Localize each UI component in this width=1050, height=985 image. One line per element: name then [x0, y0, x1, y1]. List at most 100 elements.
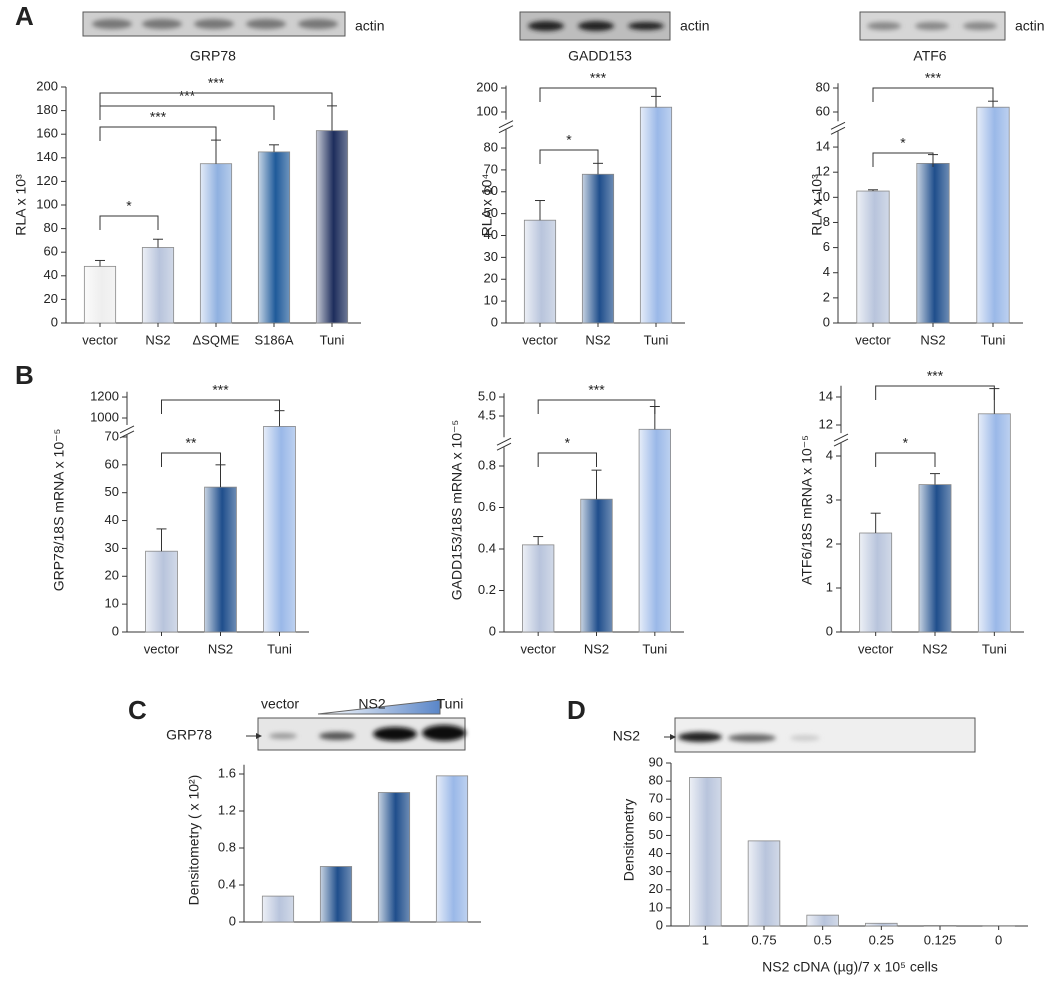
significance-label: *** — [588, 382, 605, 398]
y-tick-label: 140 — [36, 149, 58, 164]
y-tick-label: 50 — [649, 827, 663, 842]
significance-bracket — [99, 92, 333, 107]
y-tick-label: 60 — [816, 103, 830, 118]
significance-label: * — [566, 132, 572, 148]
axis-break — [496, 437, 512, 446]
y-tick-label: 12 — [816, 164, 830, 179]
blot-label: actin — [680, 18, 710, 34]
y-tick-label: 0 — [489, 623, 496, 638]
y-tick-label: 80 — [649, 773, 663, 788]
y-tick-label: 0.6 — [478, 499, 496, 514]
y-tick-label: 1 — [826, 579, 833, 594]
lane-label: vector — [261, 696, 299, 712]
y-tick-label: 14 — [819, 388, 833, 403]
y-axis-label: RLA x 10³ — [13, 174, 29, 236]
y-tick-label: 1000 — [90, 409, 119, 424]
bar — [377, 792, 411, 923]
panel-letter: A — [15, 1, 34, 31]
x-tick-label: vector — [144, 641, 180, 656]
y-tick-label: 4.5 — [478, 407, 496, 422]
significance-label: ** — [186, 435, 197, 451]
y-tick-label: 70 — [649, 791, 663, 806]
y-tick-label: 10 — [816, 189, 830, 204]
blot-label: GRP78 — [166, 727, 212, 743]
y-tick-label: 100 — [476, 103, 498, 118]
y-tick-label: 8 — [823, 214, 830, 229]
y-tick-label: 12 — [819, 416, 833, 431]
x-tick-label: vector — [522, 332, 558, 347]
y-tick-label: 14 — [816, 138, 830, 153]
significance-bracket — [99, 126, 217, 141]
bar — [638, 428, 671, 633]
bar — [859, 532, 893, 633]
axis-break — [833, 438, 849, 447]
axis-break — [498, 120, 514, 129]
y-tick-label: 100 — [36, 196, 58, 211]
significance-bracket — [537, 452, 597, 467]
x-tick-label: NS2 — [208, 641, 233, 656]
x-tick-label: vector — [855, 332, 891, 347]
y-tick-label: 0 — [112, 623, 119, 638]
significance-label: * — [903, 435, 909, 451]
bar — [263, 426, 296, 633]
y-axis-label: RLA x 10³ — [809, 174, 825, 236]
y-tick-label: 0 — [656, 917, 663, 932]
y-tick-label: 20 — [649, 881, 663, 896]
significance-bracket — [99, 215, 159, 230]
bar — [918, 484, 952, 633]
y-tick-label: 40 — [484, 227, 498, 242]
significance-label: *** — [179, 88, 196, 104]
bar — [257, 151, 291, 324]
significance-label: *** — [927, 368, 944, 384]
x-tick-label: 0.125 — [924, 932, 957, 947]
y-axis-label: ATF6/18S mRNA x 10⁻⁵ — [799, 435, 815, 585]
y-axis-label: Densitometry — [621, 799, 637, 881]
bar — [315, 130, 349, 324]
y-tick-label: 30 — [484, 249, 498, 264]
blot-a3 — [859, 11, 1006, 41]
blot-label: actin — [1015, 18, 1045, 34]
blot-a2 — [519, 11, 671, 41]
y-tick-label: 60 — [44, 244, 58, 259]
chart-title: GRP78 — [190, 48, 236, 64]
y-tick-label: 70 — [105, 428, 119, 443]
significance-bracket — [872, 87, 994, 102]
x-tick-label: vector — [520, 641, 556, 656]
y-tick-label: 70 — [484, 161, 498, 176]
significance-label: *** — [208, 75, 225, 91]
significance-label: *** — [212, 382, 229, 398]
significance-label: *** — [150, 109, 167, 125]
y-axis-label: Densitometry ( x 10²) — [186, 775, 202, 906]
bar — [923, 925, 957, 927]
significance-label: *** — [925, 70, 942, 86]
y-tick-label: 180 — [36, 102, 58, 117]
x-tick-label: Tuni — [644, 332, 669, 347]
bar — [261, 895, 295, 923]
axis-break — [833, 433, 849, 442]
panel-letter: D — [567, 695, 586, 725]
significance-label: * — [900, 135, 906, 151]
blot-label: NS2 — [613, 728, 640, 744]
lane-label: NS2 — [358, 696, 385, 712]
x-tick-label: 0.5 — [814, 932, 832, 947]
x-axis-label: NS2 cDNA (µg)/7 x 10⁵ cells — [762, 959, 938, 975]
axis-break — [498, 125, 514, 134]
x-tick-label: Tuni — [982, 641, 1007, 656]
y-tick-label: 0.4 — [478, 540, 496, 555]
significance-bracket — [99, 105, 275, 120]
bar — [916, 162, 950, 324]
y-tick-label: 2 — [823, 289, 830, 304]
y-tick-label: 0 — [826, 623, 833, 638]
y-tick-label: 40 — [105, 512, 119, 527]
bar — [523, 219, 557, 324]
significance-bracket — [539, 87, 657, 102]
bar — [199, 163, 233, 324]
y-axis-label: GADD153/18S mRNA x 10⁻⁵ — [449, 420, 465, 601]
y-tick-label: 60 — [484, 183, 498, 198]
y-tick-label: 120 — [36, 173, 58, 188]
significance-bracket — [875, 385, 995, 400]
axis-break — [119, 430, 135, 439]
significance-label: * — [565, 435, 571, 451]
y-tick-label: 0 — [51, 314, 58, 329]
